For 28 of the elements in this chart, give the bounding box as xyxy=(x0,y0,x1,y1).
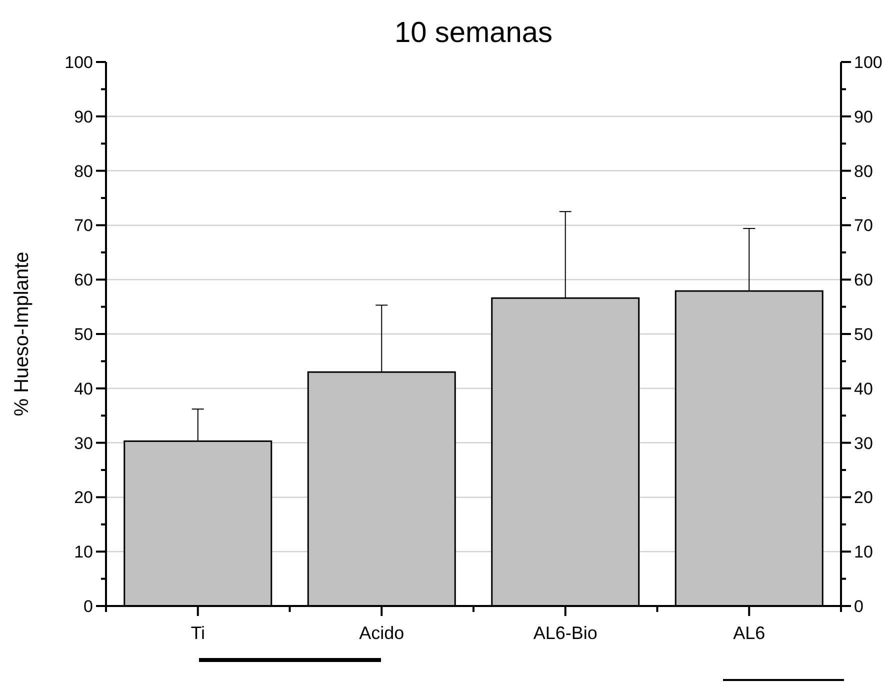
y2-tick-label: 50 xyxy=(854,324,873,344)
y2-tick-label: 70 xyxy=(854,216,873,236)
y-tick-label: 30 xyxy=(74,434,93,453)
y2-tick-label: 80 xyxy=(854,162,873,181)
x-tick-label: Ti xyxy=(190,623,206,643)
y-tick-label: 60 xyxy=(74,270,93,290)
chart-title: 10 semanas xyxy=(394,17,552,49)
y-tick-label: 70 xyxy=(74,216,93,236)
x-tick-label: AL6-Bio xyxy=(533,623,598,643)
y-tick-label: 80 xyxy=(74,162,93,181)
x-tick-label: AL6 xyxy=(733,623,766,643)
y-tick-label: 90 xyxy=(74,107,93,126)
y-tick-label: 40 xyxy=(74,379,93,398)
y2-tick-label: 100 xyxy=(854,52,882,72)
y2-tick-label: 30 xyxy=(854,434,873,453)
y2-tick-label: 90 xyxy=(854,107,873,126)
y2-tick-label: 20 xyxy=(854,488,873,508)
y-tick-label: 0 xyxy=(84,596,93,616)
y-axis-title: % Hueso-Implante xyxy=(11,252,33,416)
y-tick-label: 10 xyxy=(74,542,93,562)
y2-tick-label: 10 xyxy=(854,542,873,562)
y-tick-label: 20 xyxy=(74,488,93,508)
y2-tick-label: 60 xyxy=(854,270,873,290)
y-tick-label: 50 xyxy=(74,324,93,344)
y2-tick-label: 0 xyxy=(854,596,864,616)
y-tick-label: 100 xyxy=(64,52,93,72)
x-tick-label: Acido xyxy=(359,623,404,643)
y2-tick-label: 40 xyxy=(854,379,873,398)
